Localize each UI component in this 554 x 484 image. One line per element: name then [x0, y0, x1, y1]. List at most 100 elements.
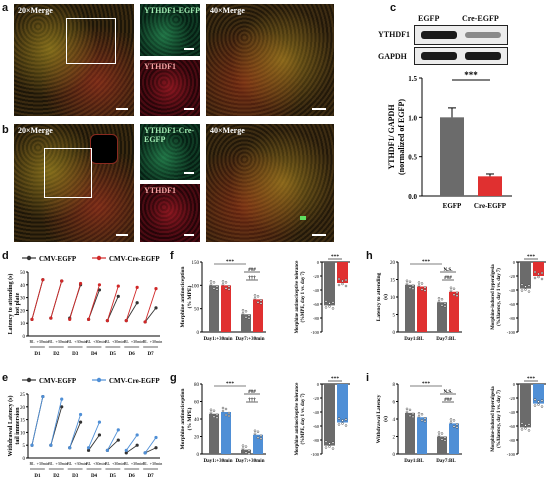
- e-ytick-label: 20: [20, 406, 26, 411]
- i-sub-bar: [533, 384, 544, 404]
- f-sub-ytick-label: -80: [313, 316, 320, 321]
- i-sub-dot: [537, 400, 540, 403]
- d-xtick-label: +30min: [93, 339, 105, 344]
- e-point: [49, 443, 53, 447]
- i-ytick-label: 0: [393, 453, 396, 458]
- f-ytick-label: 150: [192, 261, 200, 266]
- g-sub-dot: [341, 422, 344, 425]
- i-dot: [423, 420, 427, 423]
- h-dot: [452, 293, 456, 296]
- g-sub-bar: [337, 384, 348, 423]
- c-ytick-label: 0.0: [408, 193, 417, 201]
- i-dot: [443, 439, 447, 442]
- e-legend-label: CMV-EGFP: [39, 377, 77, 385]
- i-dot: [411, 415, 415, 419]
- d-series-segment: [88, 284, 100, 320]
- f-sub-dot: [331, 307, 335, 310]
- e-point: [78, 412, 83, 417]
- d-point: [116, 294, 120, 298]
- panel-a-merge40-image: 40×Merge: [206, 4, 334, 116]
- h-dot: [423, 286, 427, 289]
- i-dot: [437, 431, 441, 434]
- f-sub-ytick-label: -60: [313, 302, 320, 307]
- e-day-label: D2: [53, 474, 60, 479]
- i-sub-bar: [520, 384, 531, 428]
- panel-b-egfp-caption: YTHDF1-Cre-EGFP: [144, 126, 195, 144]
- e-day-label: D1: [34, 474, 41, 479]
- h-ytick-label: 0: [393, 331, 396, 336]
- f-sub-dot: [331, 301, 335, 304]
- i-sub-ytick-label: -80: [509, 438, 516, 443]
- panel-b-egfp-scalebar: [184, 172, 194, 174]
- d-ylabel: Latency to attending (s)hot plate: [7, 274, 21, 335]
- g-group-label: Day7:+30min: [236, 459, 265, 464]
- d-point: [60, 279, 64, 283]
- i-group-label: Day7:BL: [436, 459, 456, 464]
- panel-d-label: d: [2, 250, 9, 262]
- e-xtick-label: BL: [48, 461, 54, 466]
- e-series-segment: [88, 434, 100, 451]
- g-dot: [227, 411, 231, 415]
- d-xtick-label: BL: [29, 339, 35, 344]
- h-dot: [455, 291, 459, 294]
- h-dot: [440, 304, 444, 307]
- f-group-label: Day1:+30min: [204, 337, 233, 342]
- f-dot: [253, 294, 257, 297]
- h-dot: [437, 300, 441, 303]
- g-dot: [212, 415, 216, 418]
- d-series-segment: [144, 307, 157, 323]
- h-sub-dot: [540, 271, 544, 275]
- panel-b-label: b: [2, 124, 9, 136]
- f-dot: [227, 285, 231, 288]
- d-day-label: D2: [53, 352, 60, 357]
- e-legend-marker: [26, 377, 32, 383]
- i-dot: [440, 438, 444, 441]
- h-sub-ytick-label: 0: [513, 260, 516, 265]
- c-ytick-label: 1.0: [408, 114, 417, 122]
- h-sub-ytick-label: -60: [509, 302, 516, 307]
- d-series-segment: [125, 287, 138, 321]
- d-point: [154, 306, 158, 310]
- g-bar: [253, 434, 263, 454]
- western-lane-egfp: EGFP: [418, 14, 440, 23]
- e-series-segment: [88, 421, 100, 448]
- d-xtick-label: BL: [143, 339, 149, 344]
- panel-g-label: g: [170, 372, 177, 384]
- i-sub-ylabel: Morphine-induced hyperalgesia(%Δlatency,…: [491, 386, 502, 452]
- h-ylabel: Latency to attending(s): [376, 272, 389, 321]
- g-dot: [209, 408, 213, 411]
- f-group-label: Day7:+30min: [236, 337, 265, 342]
- g-sub-dot: [341, 419, 344, 422]
- c-bar: [478, 176, 502, 196]
- g-dot: [259, 437, 263, 440]
- d-xtick-label: +30min: [150, 339, 162, 344]
- g-ytick-label: 0: [197, 453, 200, 458]
- i-dot: [449, 418, 453, 421]
- d-series-segment: [144, 288, 157, 323]
- i-dot: [420, 419, 424, 422]
- h-dot: [420, 282, 424, 285]
- g-dot: [241, 447, 245, 450]
- f-sub-dot: [328, 302, 331, 305]
- f-sub-sig-label: ***: [331, 254, 340, 260]
- d-xtick-label: BL: [105, 339, 111, 344]
- g-bar: [221, 412, 231, 454]
- e-xtick-label: BL: [124, 461, 130, 466]
- g-sub-ytick-label: -80: [313, 438, 320, 443]
- panel-b-egfp-image: YTHDF1-Cre-EGFP: [140, 124, 200, 180]
- d-xtick-label: +30min: [131, 339, 143, 344]
- e-xtick-label: +30min: [112, 461, 124, 466]
- d-day-label: D6: [129, 352, 136, 357]
- e-series-segment: [144, 447, 157, 454]
- d-point: [97, 283, 102, 287]
- chart-c: 0.0 0.5 1.0 1.5 YTHDF1/ GAPDH(normalized of …: [387, 70, 512, 210]
- i-ytick-label: 2: [393, 436, 396, 441]
- h-sub-bar: [520, 262, 531, 289]
- g-bar: [209, 413, 219, 454]
- f-sub-bar: [324, 262, 335, 306]
- f-bar: [253, 299, 263, 332]
- i-dot: [408, 414, 412, 418]
- i-bar: [417, 417, 427, 454]
- g-dot: [209, 411, 213, 414]
